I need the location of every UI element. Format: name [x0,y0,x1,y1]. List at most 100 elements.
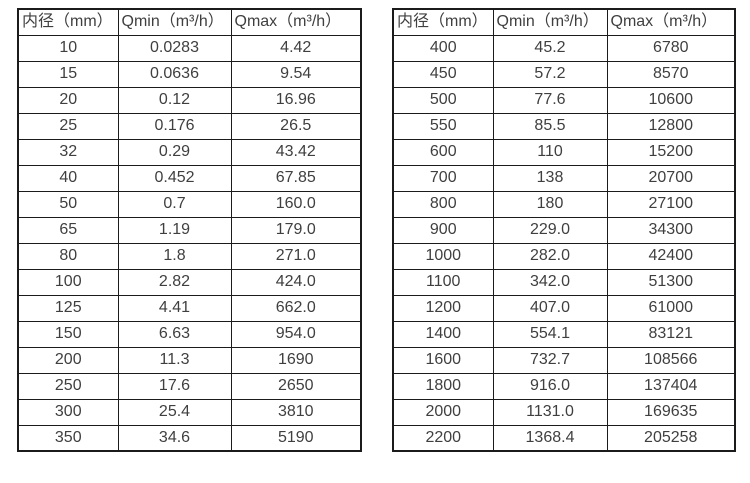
table-row: 50 0.7 160.0 [17,190,362,218]
diameter-cell: 300 [17,398,119,426]
qmin-cell: 229.0 [492,216,608,244]
column-header: Qmin（m³/h） [492,8,608,36]
diameter-cell: 50 [17,190,119,218]
column-header: Qmin（m³/h） [117,8,232,36]
qmin-cell: 1.19 [117,216,232,244]
flow-table-small-diameters: 内径（mm） Qmin（m³/h） Qmax（m³/h） 10 0.0283 4.42 15… [17,8,362,452]
diameter-cell: 800 [392,190,494,218]
qmax-cell: 20700 [606,164,736,192]
qmax-cell: 51300 [606,268,736,296]
diameter-cell: 80 [17,242,119,270]
qmax-cell: 160.0 [230,190,362,218]
qmin-cell: 0.29 [117,138,232,166]
qmax-cell: 108566 [606,346,736,374]
qmin-cell: 0.7 [117,190,232,218]
qmax-cell: 4.42 [230,34,362,62]
qmax-cell: 3810 [230,398,362,426]
qmax-cell: 205258 [606,424,736,452]
qmax-cell: 67.85 [230,164,362,192]
table-row: 1000 282.0 42400 [392,242,736,270]
diameter-cell: 350 [17,424,119,452]
table-row: 1600 732.7 108566 [392,346,736,374]
qmin-cell: 1368.4 [492,424,608,452]
qmin-cell: 110 [492,138,608,166]
diameter-cell: 2200 [392,424,494,452]
diameter-cell: 20 [17,86,119,114]
diameter-cell: 1800 [392,372,494,400]
qmax-cell: 61000 [606,294,736,322]
qmax-cell: 15200 [606,138,736,166]
qmin-cell: 0.176 [117,112,232,140]
diameter-cell: 700 [392,164,494,192]
table-row: 1200 407.0 61000 [392,294,736,322]
qmax-cell: 2650 [230,372,362,400]
table-row: 25 0.176 26.5 [17,112,362,140]
qmax-cell: 179.0 [230,216,362,244]
diameter-cell: 125 [17,294,119,322]
qmax-cell: 16.96 [230,86,362,114]
qmin-cell: 77.6 [492,86,608,114]
diameter-cell: 1100 [392,268,494,296]
qmin-cell: 2.82 [117,268,232,296]
qmin-cell: 17.6 [117,372,232,400]
diameter-cell: 1400 [392,320,494,348]
qmin-cell: 57.2 [492,60,608,88]
table-row: 15 0.0636 9.54 [17,60,362,88]
diameter-cell: 65 [17,216,119,244]
table-row: 150 6.63 954.0 [17,320,362,348]
qmax-cell: 26.5 [230,112,362,140]
column-header: 内径（mm） [392,8,494,36]
diameter-cell: 2000 [392,398,494,426]
table-row: 40 0.452 67.85 [17,164,362,192]
diameter-cell: 500 [392,86,494,114]
diameter-cell: 1600 [392,346,494,374]
table-row: 10 0.0283 4.42 [17,34,362,62]
diameter-cell: 150 [17,320,119,348]
table-row: 1800 916.0 137404 [392,372,736,400]
qmax-cell: 1690 [230,346,362,374]
table-row: 2200 1368.4 205258 [392,424,736,452]
diameter-cell: 40 [17,164,119,192]
qmin-cell: 732.7 [492,346,608,374]
diameter-cell: 400 [392,34,494,62]
diameter-cell: 550 [392,112,494,140]
qmin-cell: 34.6 [117,424,232,452]
diameter-cell: 100 [17,268,119,296]
diameter-cell: 900 [392,216,494,244]
diameter-cell: 15 [17,60,119,88]
diameter-cell: 250 [17,372,119,400]
table-row: 65 1.19 179.0 [17,216,362,244]
table-row: 80 1.8 271.0 [17,242,362,270]
qmin-cell: 282.0 [492,242,608,270]
table-row: 20 0.12 16.96 [17,86,362,114]
table-row: 250 17.6 2650 [17,372,362,400]
table-row: 2000 1131.0 169635 [392,398,736,426]
table-row: 100 2.82 424.0 [17,268,362,296]
qmax-cell: 5190 [230,424,362,452]
qmin-cell: 4.41 [117,294,232,322]
table-row: 500 77.6 10600 [392,86,736,114]
diameter-cell: 1000 [392,242,494,270]
diameter-cell: 25 [17,112,119,140]
qmax-cell: 83121 [606,320,736,348]
qmax-cell: 12800 [606,112,736,140]
column-header: 内径（mm） [17,8,119,36]
table-row: 700 138 20700 [392,164,736,192]
table-row: 300 25.4 3810 [17,398,362,426]
qmin-cell: 0.452 [117,164,232,192]
diameter-cell: 600 [392,138,494,166]
qmax-cell: 137404 [606,372,736,400]
qmin-cell: 916.0 [492,372,608,400]
qmin-cell: 407.0 [492,294,608,322]
table-row: 200 11.3 1690 [17,346,362,374]
qmin-cell: 85.5 [492,112,608,140]
qmin-cell: 0.12 [117,86,232,114]
qmax-cell: 662.0 [230,294,362,322]
qmin-cell: 25.4 [117,398,232,426]
qmax-cell: 27100 [606,190,736,218]
qmax-cell: 424.0 [230,268,362,296]
table-row: 900 229.0 34300 [392,216,736,244]
qmax-cell: 9.54 [230,60,362,88]
qmin-cell: 1.8 [117,242,232,270]
flow-rate-tables-container: 内径（mm） Qmin（m³/h） Qmax（m³/h） 10 0.0283 4.42 15… [17,8,736,452]
